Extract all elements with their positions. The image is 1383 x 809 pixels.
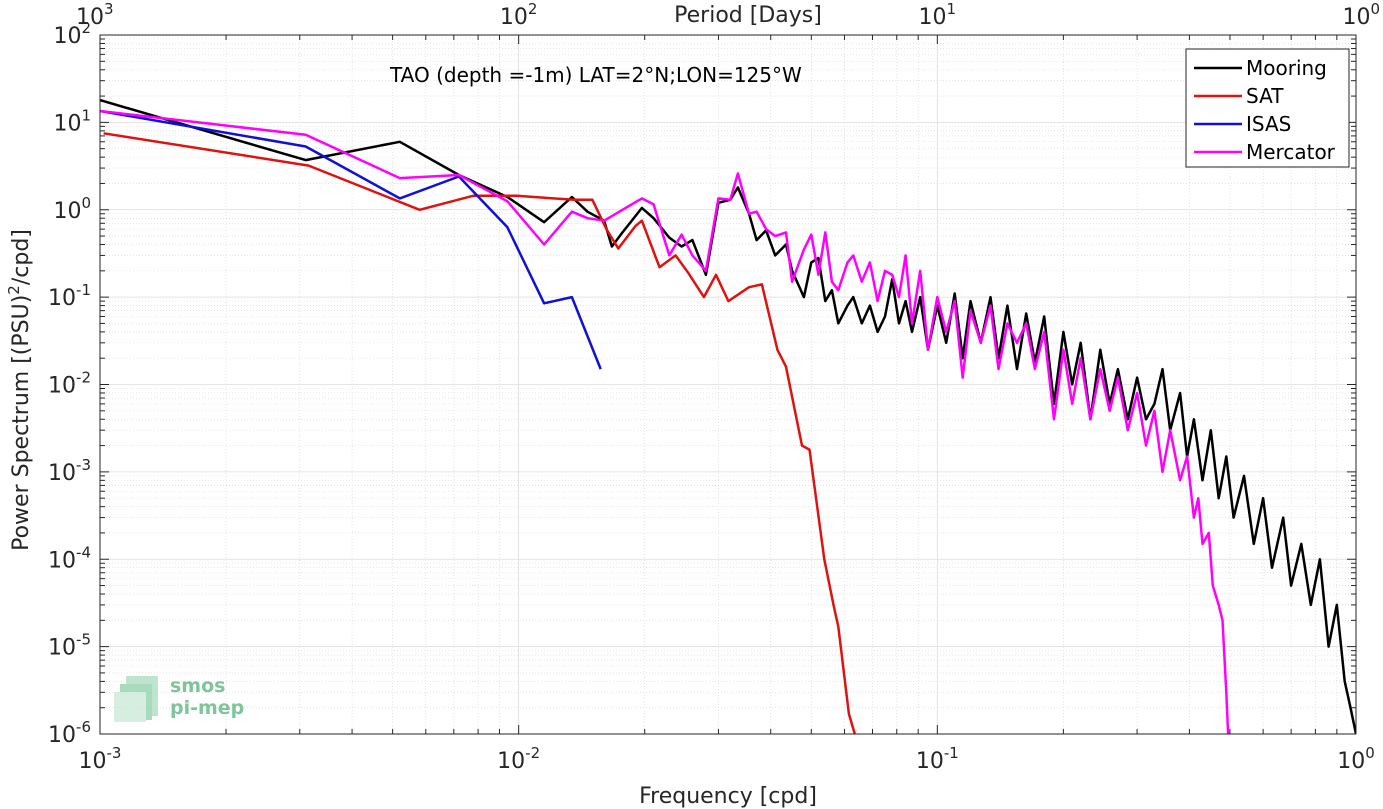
legend-label-mooring: Mooring xyxy=(1246,56,1327,80)
top-tick-label: 101 xyxy=(919,0,957,30)
y-tick-base: 10 xyxy=(48,636,76,661)
y-tick-exp: -6 xyxy=(76,718,91,736)
y-tick-base: 10 xyxy=(48,723,76,748)
smos-logo-icon xyxy=(114,676,158,722)
y-tick-label: 10-2 xyxy=(48,369,91,399)
x-tick-base: 10 xyxy=(1337,749,1365,774)
y-tick-base: 10 xyxy=(48,461,76,486)
watermark-line1: smos xyxy=(170,675,225,697)
grid-minor xyxy=(100,35,1356,734)
ticks-layer xyxy=(99,34,1357,735)
top-tick-label: 100 xyxy=(1342,0,1380,30)
watermark-logo: smos pi-mep xyxy=(114,675,244,722)
y-tick-base: 10 xyxy=(53,24,81,49)
y-tick-exp: -3 xyxy=(76,456,91,474)
chart-title: TAO (depth =-1m) LAT=2°N;LON=125°W xyxy=(389,63,802,87)
x-tick-base: 10 xyxy=(916,749,944,774)
y-tick-exp: 2 xyxy=(81,19,91,37)
legend-label-sat: SAT xyxy=(1246,84,1284,108)
top-tick-label: 103 xyxy=(76,0,114,30)
top-tick-label: 102 xyxy=(500,0,538,30)
y-axis-label-main: Power Spectrum [(PSU) xyxy=(9,295,34,551)
y-tick-label: 10-1 xyxy=(48,281,91,311)
legend-label-isas: ISAS xyxy=(1246,112,1291,136)
y-tick-base: 10 xyxy=(48,374,76,399)
top-tick-exp: 2 xyxy=(528,0,538,18)
legend-label-mercator: Mercator xyxy=(1246,140,1336,164)
x-tick-exp: -2 xyxy=(525,744,540,762)
x-tick-base: 10 xyxy=(497,749,525,774)
top-tick-base: 10 xyxy=(919,5,947,30)
top-tick-base: 10 xyxy=(500,5,528,30)
y-tick-label: 101 xyxy=(53,106,91,136)
y-tick-label: 10-5 xyxy=(48,631,91,661)
y-tick-base: 10 xyxy=(48,548,76,573)
top-tick-labels: 103 102 101 100 xyxy=(76,0,1380,30)
series-layer xyxy=(100,98,1356,734)
y-tick-label: 10-3 xyxy=(48,456,91,486)
top-tick-exp: 1 xyxy=(947,0,957,18)
y-axis-label: Power Spectrum [(PSU)2/cpd] xyxy=(5,229,34,551)
series-line-mercator xyxy=(100,109,1230,734)
y-tick-exp: 0 xyxy=(81,194,91,212)
watermark-line2: pi-mep xyxy=(170,697,244,719)
y-tick-base: 10 xyxy=(53,199,81,224)
series-line-mooring xyxy=(100,98,1356,734)
y-tick-exp: -4 xyxy=(76,543,91,561)
top-tick-base: 10 xyxy=(1342,5,1370,30)
y-axis-label-sup: 2 xyxy=(5,285,23,295)
top-tick-exp: 3 xyxy=(104,0,114,18)
series-line-isas xyxy=(100,109,602,370)
y-tick-label: 100 xyxy=(53,194,91,224)
top-tick-exp: 0 xyxy=(1370,0,1380,18)
y-tick-label: 10-4 xyxy=(48,543,91,573)
x-tick-exp: 0 xyxy=(1365,744,1375,762)
y-tick-base: 10 xyxy=(53,111,81,136)
y-tick-label: 10-6 xyxy=(48,718,91,748)
series-line-sat xyxy=(103,132,856,734)
y-tick-base: 10 xyxy=(48,286,76,311)
x-tick-label: 10-2 xyxy=(497,744,540,774)
top-tick-base: 10 xyxy=(76,5,104,30)
y-tick-exp: -1 xyxy=(76,281,91,299)
legend: Mooring SAT ISAS Mercator xyxy=(1185,48,1350,168)
x-tick-base: 10 xyxy=(79,749,107,774)
top-axis-label: Period [Days] xyxy=(674,3,822,28)
y-tick-label: 102 xyxy=(53,19,91,49)
x-tick-labels: 10-3 10-2 10-1 100 xyxy=(79,744,1375,774)
x-tick-exp: -1 xyxy=(944,744,959,762)
y-tick-exp: -5 xyxy=(76,631,91,649)
x-tick-label: 100 xyxy=(1337,744,1375,774)
x-axis-label: Frequency [cpd] xyxy=(639,784,817,809)
y-axis-label-tail: /cpd] xyxy=(9,229,34,285)
y-tick-exp: -2 xyxy=(76,369,91,387)
y-tick-exp: 1 xyxy=(81,106,91,124)
x-tick-label: 10-3 xyxy=(79,744,122,774)
x-tick-label: 10-1 xyxy=(916,744,959,774)
x-tick-exp: -3 xyxy=(107,744,122,762)
